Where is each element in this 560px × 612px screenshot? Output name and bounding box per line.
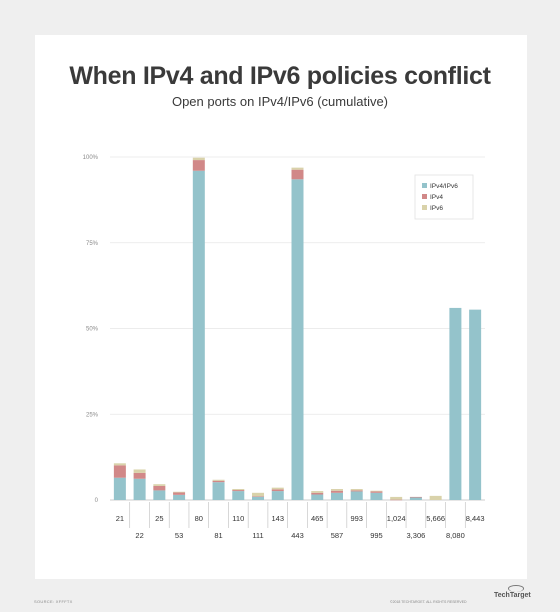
legend-swatch — [422, 205, 427, 210]
x-tick-label: 587 — [331, 531, 344, 540]
bar-segment — [330, 492, 343, 500]
x-tick-label: 5,666 — [426, 514, 445, 523]
bar-segment — [370, 491, 383, 493]
x-tick-label: 993 — [350, 514, 363, 523]
bar-segment — [212, 482, 225, 500]
brand-logo-icon — [508, 585, 524, 592]
bar-segment — [173, 492, 186, 495]
bar-segment — [350, 491, 363, 500]
bar-segment — [113, 465, 126, 478]
y-tick-label: 75% — [86, 241, 99, 247]
bar-segment — [212, 479, 225, 481]
legend-label: IPv6 — [430, 205, 443, 212]
x-tick-label: 22 — [135, 531, 143, 540]
bar-segment — [133, 478, 146, 500]
x-tick-label: 8,443 — [466, 514, 485, 523]
bar-segment — [153, 490, 166, 500]
chart-subtitle: Open ports on IPv4/IPv6 (cumulative) — [171, 94, 389, 109]
x-tick-label: 81 — [214, 531, 222, 540]
bar-segment — [113, 463, 126, 466]
bar-segment — [330, 489, 343, 491]
x-tick-label: 465 — [311, 514, 324, 523]
bar-segment — [232, 489, 245, 491]
bar-segment — [153, 484, 166, 486]
bar-segment — [311, 491, 324, 493]
bar-segment — [173, 494, 186, 500]
bar-segment — [133, 469, 146, 473]
bar-segment — [252, 492, 265, 497]
bar-segment — [350, 489, 363, 491]
bar-segment — [390, 499, 403, 501]
y-tick-label: 100% — [83, 155, 99, 161]
brand-name: TechTarget — [494, 592, 531, 599]
bar-segment — [192, 160, 205, 171]
bar-segment — [271, 489, 284, 492]
bar-segment — [232, 491, 245, 500]
x-tick-label: 443 — [291, 531, 304, 540]
bar-segment — [291, 179, 304, 501]
source-note: SOURCE: XFFFTX — [34, 599, 73, 604]
bar-segment — [271, 487, 284, 490]
bar-segment — [291, 169, 304, 180]
legend-swatch — [422, 194, 427, 199]
x-tick-label: 995 — [370, 531, 383, 540]
bar-segment — [350, 490, 363, 492]
x-tick-label: 53 — [175, 531, 183, 540]
bar-segment — [429, 495, 442, 500]
bar-segment — [212, 480, 225, 483]
x-tick-label: 143 — [272, 514, 285, 523]
bar-segment — [409, 496, 422, 498]
x-tick-label: 21 — [116, 514, 124, 523]
y-tick-label: 25% — [86, 412, 99, 418]
x-tick-label: 111 — [252, 531, 263, 540]
bar-segment — [311, 492, 324, 495]
x-tick-label: 25 — [155, 514, 163, 523]
bar-segment — [370, 492, 383, 500]
bar-segment — [192, 170, 205, 500]
bar-segment — [330, 490, 343, 493]
bar-segment — [173, 491, 186, 493]
x-tick-label: 8,080 — [446, 531, 465, 540]
bar-segment — [449, 307, 462, 500]
x-tick-label: 3,306 — [407, 531, 426, 540]
bar-segment — [252, 496, 265, 500]
bar-segment — [409, 497, 422, 500]
copyright-note: ©2018 TECHTARGET. ALL RIGHTS RESERVED — [390, 600, 467, 604]
bar-segment — [252, 496, 265, 497]
legend-swatch — [422, 183, 427, 188]
bar-segment — [113, 477, 126, 500]
x-tick-label: 80 — [195, 514, 203, 523]
y-tick-label: 0 — [95, 498, 99, 504]
x-tick-label: 1,024 — [387, 514, 406, 523]
y-tick-label: 50% — [86, 327, 99, 333]
legend-label: IPv4/IPv6 — [430, 183, 458, 190]
bar-segment — [133, 472, 146, 479]
bar-segment — [153, 485, 166, 491]
bar-segment — [271, 491, 284, 500]
x-tick-label: 110 — [232, 514, 244, 523]
bar-segment — [192, 157, 205, 161]
chart-title: When IPv4 and IPv6 policies conflict — [69, 62, 491, 90]
legend-label: IPv4 — [430, 194, 443, 201]
bar-segment — [390, 496, 403, 500]
bar-segment — [469, 309, 482, 500]
bar-segment — [370, 490, 383, 492]
bar-segment — [311, 494, 324, 500]
bar-segment — [232, 490, 245, 492]
bar-segment — [291, 167, 304, 170]
